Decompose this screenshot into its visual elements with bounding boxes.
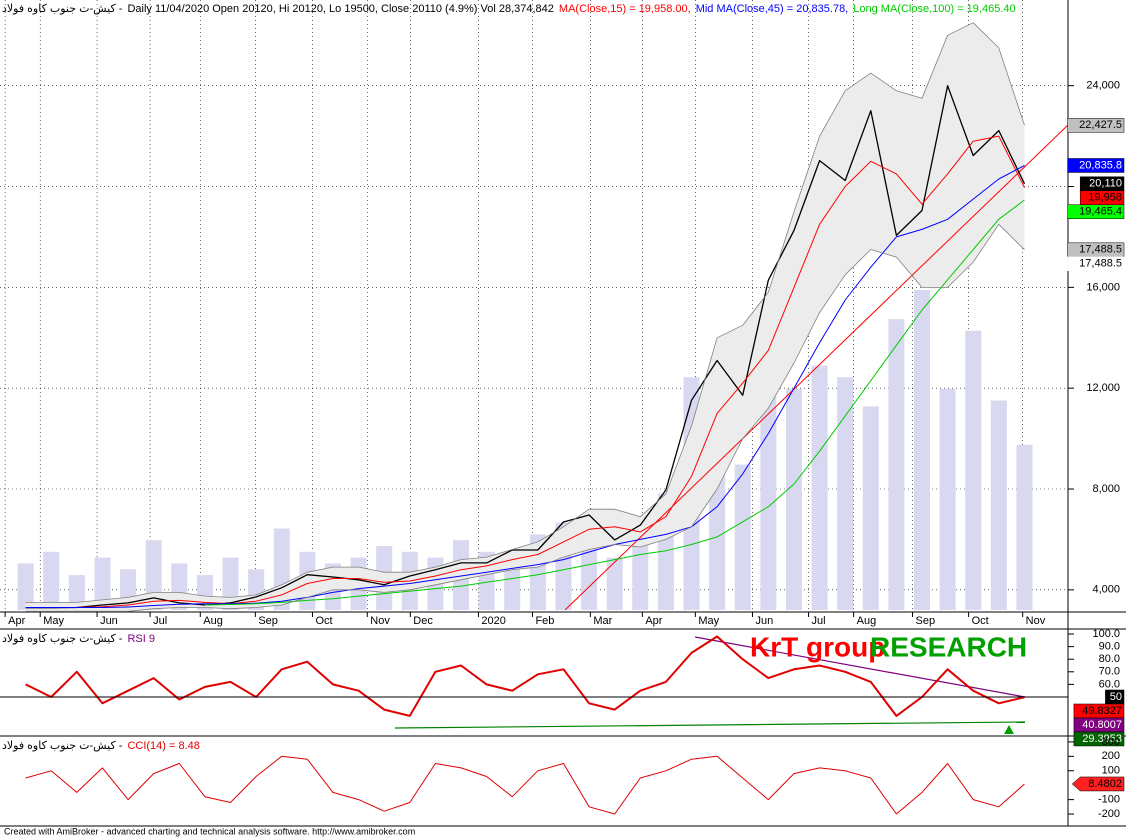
y-tick-label: 200 (1102, 750, 1120, 762)
x-tick-label: Nov (370, 615, 390, 627)
volume-bar (606, 557, 623, 610)
y-tick-label: -200 (1098, 808, 1120, 820)
series-line (25, 165, 1025, 608)
volume-bar (504, 563, 521, 610)
y-tick-label: 60.0 (1099, 678, 1120, 690)
pane-title: کیش-ت جنوب کاوه فولاد - (2, 3, 123, 15)
y-tick-label: 80.0 (1099, 653, 1120, 665)
volume-bar (43, 551, 60, 610)
y-tick-label: 300 (1102, 736, 1120, 748)
y-tick-label: 70.0 (1099, 666, 1120, 678)
x-tick-label: Mar (593, 615, 612, 627)
volume-bar (914, 290, 931, 610)
volume-bar (837, 377, 854, 610)
pane-title: Daily 11/04/2020 Open 20120, Hi 20120, L… (127, 3, 553, 15)
pane-title: CCI(14) = 8.48 (127, 740, 199, 752)
x-tick-label: Sep (916, 615, 936, 627)
x-tick-label: Apr (645, 615, 662, 627)
x-tick-label: Aug (857, 615, 877, 627)
marker-label: 8.4802 (1088, 778, 1122, 790)
series-line (25, 22, 1025, 603)
volume-bar (17, 563, 34, 610)
x-tick-label: 2020 (481, 615, 505, 627)
x-tick-label: Aug (203, 615, 223, 627)
volume-bar (68, 575, 85, 610)
marker-label: 17,488.5 (1079, 258, 1122, 270)
y-tick-label: -100 (1098, 794, 1120, 806)
volume-bar (760, 348, 777, 610)
marker-label: 49.8327 (1082, 705, 1122, 717)
watermark: RESEARCH (870, 631, 1027, 662)
back-layer (0, 0, 1068, 612)
x-tick-label: Jul (153, 615, 167, 627)
value-marker (1067, 118, 1125, 133)
marker-label: 19,958 (1088, 192, 1122, 204)
series-line (25, 635, 1025, 717)
marker-label: 19,465.4 (1079, 206, 1122, 218)
y-tick-label: 100 (1102, 765, 1120, 777)
trend-line (564, 124, 1069, 611)
x-tick-label: Jul (812, 615, 826, 627)
pane-title: Long MA(Close,100) = 19,465.40 (853, 3, 1015, 15)
x-tick-label: Oct (972, 615, 989, 627)
volume-bar (811, 365, 828, 610)
volume-bar (1016, 444, 1033, 610)
value-marker (1073, 731, 1125, 747)
pane-title: کیش-ت جنوب کاوه فولاد - (2, 633, 123, 645)
series-line (25, 223, 1025, 612)
x-tick-label: Jun (100, 615, 118, 627)
x-tick-label: Dec (413, 615, 433, 627)
signal-arrow (1004, 725, 1014, 734)
pane-title: Mid MA(Close,45) = 20,835.78, (696, 3, 849, 15)
pane-title: کیش-ت جنوب کاوه فولاد - (2, 740, 123, 752)
y-tick-label: 4,000 (1092, 584, 1120, 596)
y-tick-label: 12,000 (1086, 382, 1120, 394)
x-tick-label: Feb (535, 615, 554, 627)
pane-title: RSI 9 (127, 633, 155, 645)
y-tick-label: 24,000 (1086, 80, 1120, 92)
marker-label: 20,110 (1089, 178, 1122, 190)
volume-bar (990, 400, 1007, 610)
y-tick-label: 100.0 (1092, 628, 1120, 640)
value-marker (1067, 158, 1125, 173)
volume-bar (581, 540, 598, 610)
marker-label: 17,488.5 (1079, 244, 1122, 256)
y-tick-label: 8,000 (1092, 483, 1120, 495)
volume-bar (785, 388, 802, 610)
trend-line (394, 721, 1026, 729)
volume-bar (965, 330, 982, 610)
x-tick-label: Oct (315, 615, 332, 627)
volume-bar (632, 528, 649, 610)
y-tick-label: 16,000 (1086, 281, 1120, 293)
volume-bar (888, 319, 905, 610)
footer: Created with AmiBroker - advanced charti… (4, 826, 415, 836)
x-tick-label: May (43, 615, 64, 627)
series-line (204, 199, 1025, 606)
marker-label: 29.3953 (1082, 733, 1122, 745)
series-line (25, 135, 1025, 608)
x-tick-label: May (698, 615, 719, 627)
watermark: KrT group (750, 631, 885, 662)
marker-label: 40.8007 (1082, 719, 1122, 731)
volume-bar (939, 388, 956, 610)
x-tick-label: Jun (755, 615, 773, 627)
series-line (25, 755, 1025, 815)
y-tick-label: 90.0 (1099, 641, 1120, 653)
value-marker (1067, 256, 1125, 272)
front-layer: Apr May Jun Jul Aug Sep Oct Nov Dec 2020 Feb Mar Apr… (0, 3, 1125, 820)
volume-bar (862, 406, 879, 610)
marker-label: 50 (1110, 691, 1122, 703)
pane-title: MA(Close,15) = 19,958.00, (559, 3, 691, 15)
marker-label: 20,835.8 (1079, 159, 1122, 171)
volume-bar (734, 464, 751, 610)
x-tick-label: Nov (1026, 615, 1046, 627)
volume-bar (94, 557, 111, 610)
x-tick-label: Apr (8, 615, 25, 627)
value-marker (1071, 776, 1125, 792)
value-marker (1067, 204, 1125, 220)
marker-label: 22,427.5 (1079, 119, 1122, 131)
x-tick-label: Sep (258, 615, 278, 627)
